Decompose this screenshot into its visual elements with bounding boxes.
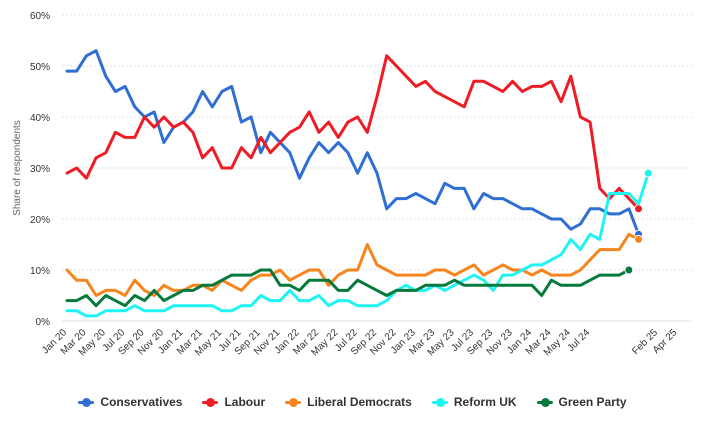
y-tick-label: 10% xyxy=(30,266,50,277)
y-tick-label: 20% xyxy=(30,215,50,226)
legend-label: Conservatives xyxy=(100,395,183,409)
y-axis-label: Share of respondents xyxy=(12,120,23,216)
y-tick-label: 60% xyxy=(30,11,50,22)
end-point-liberal-democrats xyxy=(634,234,644,244)
legend-item-labour[interactable]: Labour xyxy=(202,395,265,409)
legend-label: Labour xyxy=(224,395,266,409)
legend-item-liberal-democrats[interactable]: Liberal Democrats xyxy=(285,395,412,409)
series-line-liberal-democrats xyxy=(65,232,641,297)
series-line-labour xyxy=(65,54,641,211)
legend-item-reform-uk[interactable]: Reform UK xyxy=(431,395,517,409)
line-chart: 0% 10% 20% 30% 40% 50% 60% Share of respondent… xyxy=(12,11,692,358)
series-line-reform-uk xyxy=(65,171,650,318)
end-point-green-party xyxy=(624,265,634,275)
legend-item-conservatives[interactable]: Conservatives xyxy=(78,395,182,409)
legend-swatch xyxy=(78,397,95,407)
legend-label: Green Party xyxy=(558,395,627,409)
end-point-reform-uk xyxy=(643,168,653,178)
series-line-conservatives xyxy=(65,49,641,236)
series-lines xyxy=(65,49,653,318)
legend-label: Reform UK xyxy=(453,395,517,409)
y-tick-label: 50% xyxy=(30,62,50,73)
y-tick-label: 30% xyxy=(30,164,50,175)
legend-swatch xyxy=(536,397,553,407)
gridlines xyxy=(62,14,692,322)
y-tick-label: 0% xyxy=(36,317,51,328)
legend: Conservatives Labour Liberal Democrats Refo… xyxy=(0,395,705,409)
x-tick-label: Jul 24 xyxy=(566,327,593,354)
legend-swatch xyxy=(285,397,302,407)
legend-swatch xyxy=(431,397,448,407)
legend-swatch xyxy=(202,397,219,407)
legend-label: Liberal Democrats xyxy=(307,395,412,409)
series-line-green-party xyxy=(65,268,631,308)
y-tick-label: 40% xyxy=(30,113,50,124)
end-point-labour xyxy=(634,204,644,214)
legend-item-green-party[interactable]: Green Party xyxy=(536,395,627,409)
y-axis: 0% 10% 20% 30% 40% 50% 60% xyxy=(30,11,50,328)
